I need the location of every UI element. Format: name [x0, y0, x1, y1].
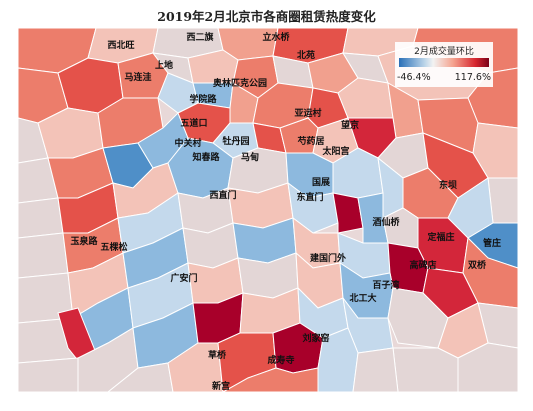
area-label: 双桥 [468, 259, 487, 271]
area-label: 立水桥 [262, 31, 290, 43]
map-title: 2019年2月北京市各商圈租赁热度变化 [157, 9, 376, 24]
area-label: 望京 [341, 119, 359, 131]
area-label: 西北旺 [107, 39, 134, 51]
legend-max-label: 117.6% [454, 72, 491, 83]
area-label: 马甸 [241, 151, 259, 163]
area-label: 玉泉路 [70, 235, 98, 247]
area-label: 管庄 [483, 237, 501, 249]
area-label: 西直门 [209, 189, 236, 201]
legend-min-label: -46.4% [397, 72, 431, 83]
area-label: 亚运村 [294, 107, 321, 119]
district-region [352, 347, 399, 392]
area-label: 刘家窑 [302, 332, 329, 344]
area-label: 东直门 [296, 191, 323, 203]
area-label: 知春路 [191, 151, 220, 163]
area-label: 草桥 [208, 349, 227, 361]
area-label: 定福庄 [426, 231, 454, 243]
area-label: 芍药居 [297, 135, 324, 147]
area-label: 奥林匹克公园 [212, 77, 267, 89]
area-label: 五道口 [180, 117, 207, 129]
district-region [332, 192, 364, 234]
district-region [18, 232, 69, 279]
area-label: 牡丹园 [222, 135, 249, 147]
area-label: 成寿寺 [267, 354, 294, 366]
area-label: 学院路 [189, 93, 217, 105]
district-region [457, 342, 518, 392]
district-region [221, 367, 319, 392]
area-label: 上地 [155, 59, 173, 71]
district-region [18, 197, 64, 239]
choropleth-map: 西二旗 立水桥西北旺上地 北苑马连洼奥林匹克公园学院路五道口 亚运村望京中关村 牡丹园 芍… [18, 28, 518, 392]
area-label: 高碑店 [409, 259, 436, 271]
area-label: 广安门 [170, 272, 197, 284]
area-label: 西二旗 [186, 31, 213, 43]
area-label: 百子湾 [372, 279, 399, 291]
area-label: 酒仙桥 [372, 216, 400, 228]
area-label: 北工大 [349, 292, 376, 304]
area-label: 太阳宫 [321, 145, 349, 157]
area-label: 东坝 [439, 179, 457, 191]
color-legend: 2月成交量环比 -46.4% 117.6% [395, 42, 493, 87]
area-label: 新宫 [212, 380, 230, 392]
legend-gradient-bar [399, 58, 489, 67]
area-label: 马连洼 [124, 71, 151, 83]
legend-title: 2月成交量环比 [414, 47, 474, 57]
area-label: 五棵松 [100, 241, 127, 253]
area-label: 中关村 [174, 137, 201, 149]
area-label: 建国门外 [310, 252, 346, 264]
district-region [392, 347, 459, 392]
area-label: 北苑 [297, 49, 315, 61]
area-label: 国展 [312, 177, 330, 188]
